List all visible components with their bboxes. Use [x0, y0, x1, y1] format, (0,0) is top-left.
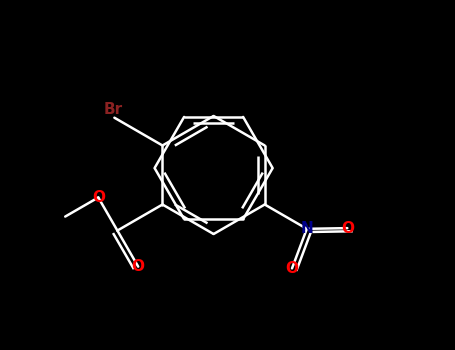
Text: Br: Br [103, 102, 122, 117]
Text: O: O [92, 190, 105, 205]
Text: O: O [285, 261, 298, 276]
Text: O: O [131, 259, 145, 274]
Text: N: N [300, 221, 313, 236]
Text: O: O [341, 220, 354, 236]
